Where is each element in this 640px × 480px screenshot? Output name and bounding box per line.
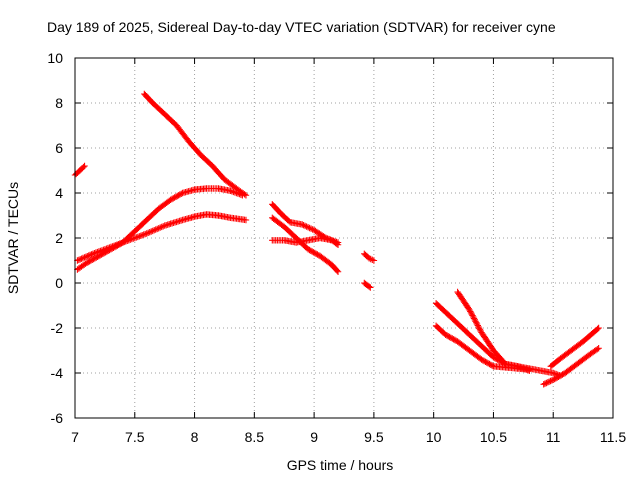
y-tick-label: 4 (55, 185, 63, 201)
series-markers (361, 279, 374, 291)
series-pass-n (547, 324, 602, 370)
series-markers (361, 250, 378, 264)
grid-layer (75, 58, 613, 418)
series-pass-f (269, 234, 342, 248)
series-markers (547, 324, 602, 370)
y-tick-label: 0 (55, 275, 63, 291)
x-tick-label: 7.5 (125, 429, 145, 445)
x-tick-label: 11.5 (600, 429, 626, 445)
y-tick-label: 8 (55, 95, 63, 111)
series-markers (74, 211, 250, 264)
y-tick-label: 2 (55, 230, 63, 246)
tick-layer: 7 7.5 8 8.5 9 9.5 10 10.5 11 11.5 -6 -4 -2 0 2 4 6 8 10 (47, 50, 626, 445)
series-pass-g (269, 214, 342, 275)
series-pass-i (361, 279, 374, 291)
series-markers (71, 162, 88, 179)
x-tick-label: 9 (310, 429, 318, 445)
y-tick-label: 10 (47, 50, 63, 66)
series-pass-c (74, 211, 250, 264)
series-markers (540, 345, 602, 388)
series-pass-d (141, 90, 250, 199)
x-tick-label: 8 (191, 429, 199, 445)
series-layer (71, 90, 602, 388)
series-pass-a (71, 162, 88, 179)
x-tick-label: 7 (71, 429, 79, 445)
series-markers (269, 214, 342, 275)
x-tick-label: 10 (426, 429, 442, 445)
y-tick-label: -2 (51, 320, 64, 336)
series-pass-m (540, 345, 602, 388)
x-tick-label: 9.5 (364, 429, 384, 445)
y-axis-label: SDTVAR / TECUs (5, 182, 21, 294)
series-markers (454, 288, 533, 374)
series-markers (141, 90, 250, 199)
series-markers (269, 234, 342, 248)
x-axis-label: GPS time / hours (287, 457, 394, 473)
chart-title: Day 189 of 2025, Sidereal Day-to-day VTE… (47, 19, 556, 35)
y-tick-label: -6 (51, 410, 64, 426)
x-tick-label: 8.5 (245, 429, 265, 445)
x-tick-label: 10.5 (480, 429, 507, 445)
x-tick-label: 11 (546, 429, 561, 445)
series-pass-h (361, 250, 378, 264)
series-pass-l (454, 288, 533, 374)
y-tick-label: -4 (51, 365, 64, 381)
y-tick-label: 6 (55, 140, 63, 156)
